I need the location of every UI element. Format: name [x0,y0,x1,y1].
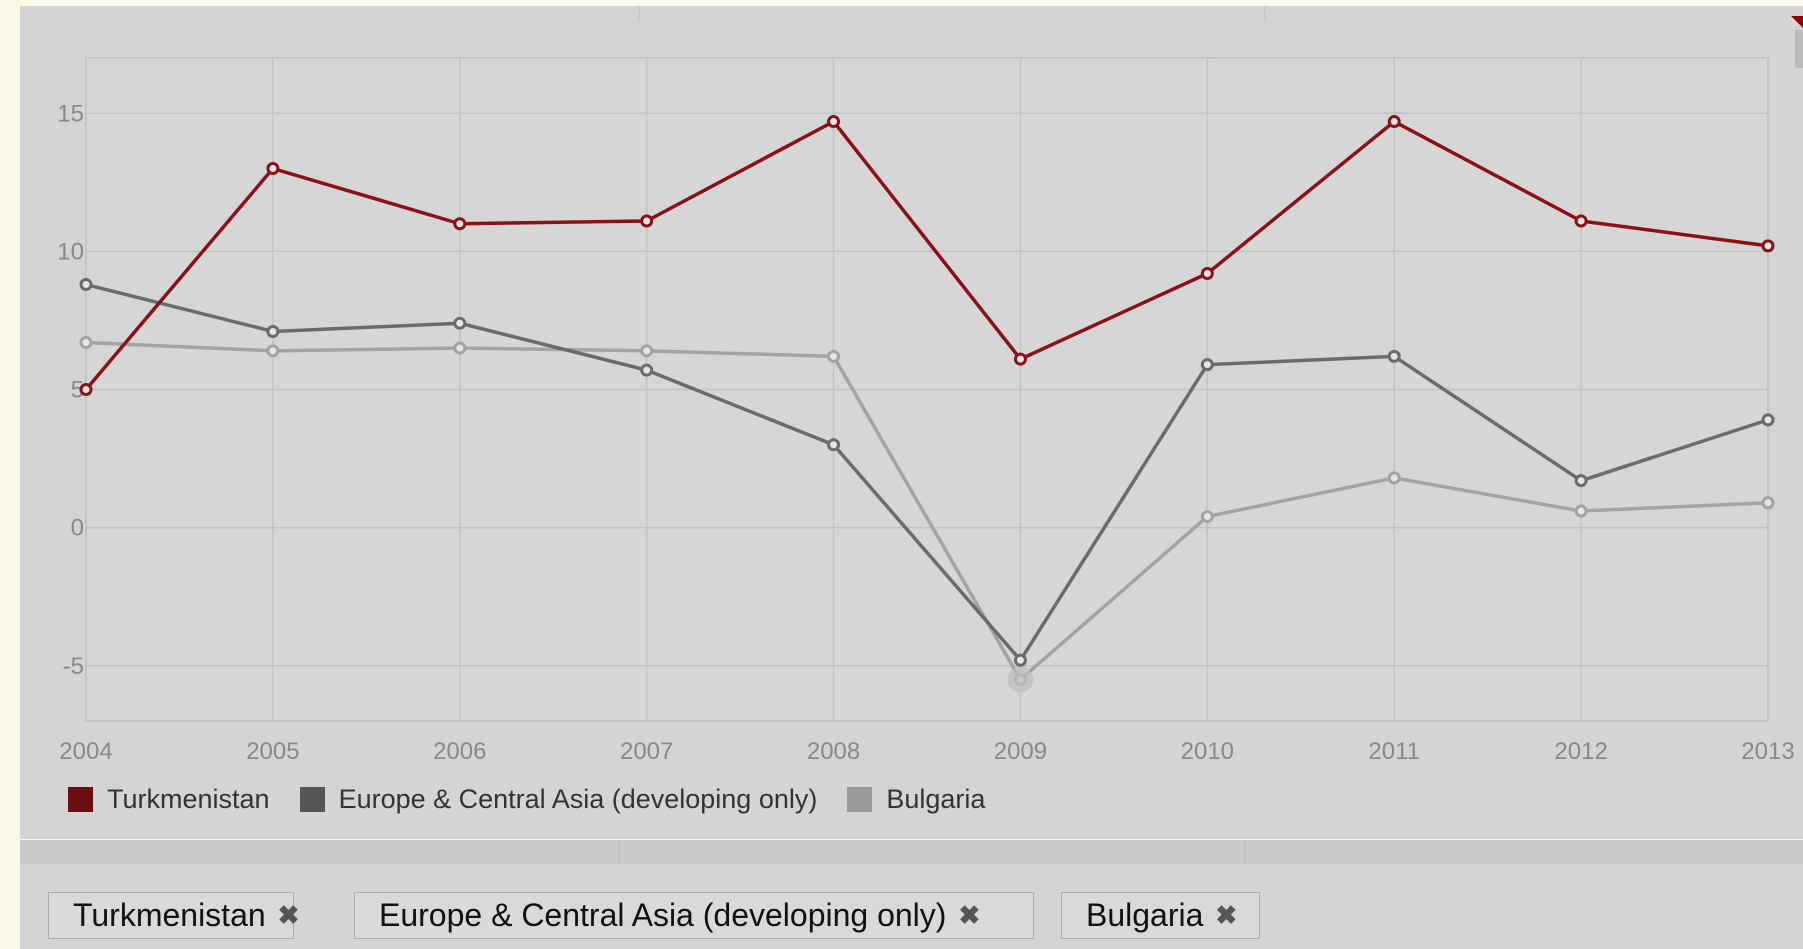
y-tick-label: 0 [71,515,84,542]
y-tick-label: 10 [57,238,84,265]
panel-separator [1264,6,1266,22]
data-point [453,217,467,231]
series-line [85,340,1769,682]
data-point [640,344,654,358]
data-point [1387,349,1401,363]
x-tick-label: 2010 [1181,738,1234,765]
series-line [85,282,1769,662]
data-point [266,162,280,175]
panel-separator [638,6,640,22]
data-point [1200,266,1214,280]
chip-label-bulgaria: Bulgaria [1086,897,1204,933]
legend-swatch-europe-central-asia [299,787,325,812]
legend-item-turkmenistan[interactable]: Turkmenistan [68,784,270,815]
data-point [1574,474,1588,488]
data-point [1761,413,1775,427]
legend-label-europe-central-asia: Europe & Central Asia (developing only) [338,784,818,814]
data-point [266,344,280,358]
data-point [827,115,841,129]
data-point [1574,504,1588,518]
data-point [79,383,93,396]
data-point [1200,358,1214,372]
x-tick-label: 2006 [433,738,486,765]
chip-bulgaria[interactable]: Bulgaria ✖ [1061,892,1260,939]
data-point [453,341,467,355]
x-tick-label: 2013 [1741,738,1794,765]
legend-label-turkmenistan: Turkmenistan [107,784,270,814]
legend-swatch-turkmenistan [68,787,93,812]
chart-legend: Turkmenistan Europe & Central Asia (deve… [68,784,1015,815]
selected-countries-bar: Turkmenistan ✖ Europe & Central Asia (de… [20,864,1803,949]
chip-turkmenistan[interactable]: Turkmenistan ✖ [48,892,299,939]
chip-label-europe-central-asia: Europe & Central Asia (developing only) [379,897,947,933]
y-tick-label: 15 [57,100,84,127]
divider-separator [1244,840,1246,864]
legend-swatch-bulgaria [847,787,873,812]
data-point [1761,239,1775,253]
hover-highlight [1007,666,1034,693]
data-point [1761,496,1775,510]
data-point [1574,214,1588,228]
close-icon[interactable]: ✖ [958,900,981,930]
data-point [79,336,93,350]
chip-europe-central-asia[interactable]: Europe & Central Asia (developing only) … [354,892,1034,939]
line-chart: 2004 2005 2006 2007 2008 2009 2010 2011 2012 2013… [57,57,1795,765]
x-tick-label: 2008 [807,738,860,765]
data-point [266,324,280,338]
chip-label-turkmenistan: Turkmenistan [73,897,266,933]
x-tick-label: 2009 [994,738,1047,765]
x-tick-label: 2004 [59,738,112,765]
x-tick-label: 2011 [1368,738,1420,765]
corner-indicator [1791,16,1803,28]
data-point [1200,510,1214,524]
series-line [84,119,1769,391]
legend-item-europe-central-asia[interactable]: Europe & Central Asia (developing only) [299,784,818,815]
data-point [827,349,841,363]
data-point [1387,115,1401,129]
x-tick-label: 2005 [246,738,299,765]
data-point [1013,653,1027,667]
data-point [453,316,467,330]
data-point [827,438,841,452]
chart-panel: 2004 2005 2006 2007 2008 2009 2010 2011 2012 2013… [20,6,1803,839]
data-point [79,278,93,292]
legend-label-bulgaria: Bulgaria [886,784,986,814]
legend-item-bulgaria[interactable]: Bulgaria [847,784,985,815]
divider-separator [618,840,620,864]
close-icon[interactable]: ✖ [1215,900,1238,930]
data-point [1387,471,1401,485]
y-tick-label: 5 [71,377,84,404]
section-divider [20,840,1803,864]
scroll-handle[interactable] [1795,30,1803,68]
data-point [640,363,654,377]
x-tick-label: 2012 [1554,738,1607,765]
data-point [640,214,654,228]
close-icon[interactable]: ✖ [277,900,300,930]
x-tick-label: 2007 [620,738,673,765]
y-tick-label: -5 [63,653,84,680]
data-point [1013,352,1027,366]
